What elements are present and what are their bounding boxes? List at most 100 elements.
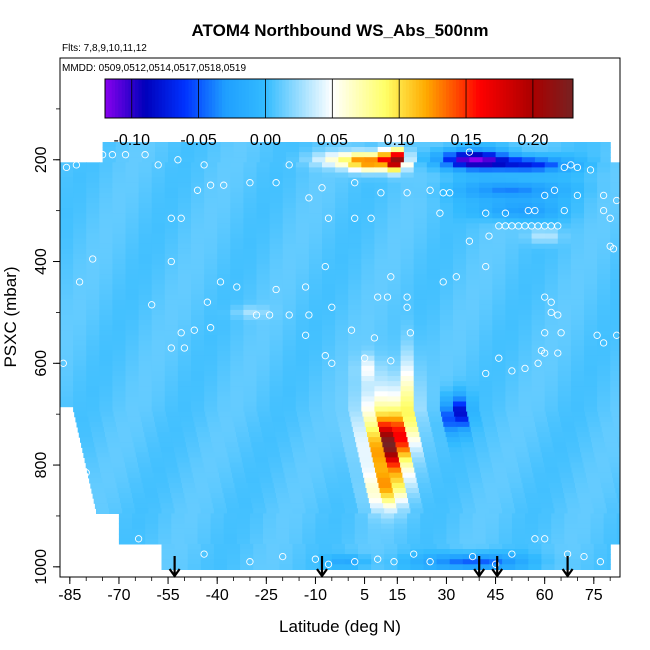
heat-cell [505,182,520,189]
heat-cell [164,340,179,347]
heat-cell [102,147,117,153]
heat-cell [479,274,493,280]
heat-cell [191,315,205,321]
heat-cell [86,274,100,280]
heat-cell [374,218,389,224]
heat-cell [335,360,349,367]
heat-cell [125,264,140,270]
heat-cell [557,208,572,214]
heat-cell [446,538,461,545]
heat-cell [570,370,585,377]
heat-cell [264,498,278,504]
heat-cell [269,330,284,336]
heat-cell [466,294,480,301]
heat-cell [570,197,585,204]
heat-cell [256,197,271,204]
heat-cell [73,386,87,392]
heat-cell [269,376,284,382]
heat-cell [256,243,271,250]
heat-cell [482,421,497,428]
heat-cell [263,538,277,545]
heat-cell [282,284,297,291]
heat-cell [534,142,549,148]
heat-cell [519,467,533,474]
heat-cell [338,421,353,428]
heat-cell [355,498,370,504]
heat-cell [99,294,113,301]
heat-cell [269,243,284,250]
heat-cell [570,238,585,245]
heat-cell [400,350,415,357]
heat-cell [361,279,375,285]
heat-cell [439,299,454,306]
heat-cell [458,432,473,438]
heat-cell [73,233,87,240]
sample-marker [75,278,84,286]
heat-cell [597,320,611,326]
heat-cell [191,340,205,347]
heat-cell [443,142,457,148]
heat-cell [73,355,87,362]
sample-marker [501,209,510,217]
heat-cell [368,437,382,443]
heat-cell [174,564,189,570]
heat-cell [610,309,620,316]
heat-cell [525,518,539,525]
heat-cell [151,386,166,392]
heat-cell [401,411,416,418]
heat-cell [492,315,506,321]
heat-cell [375,411,390,418]
heat-cell [217,197,231,204]
heat-cell [223,533,238,540]
heat-cell [292,559,307,565]
heat-cell [348,228,362,235]
heat-cell [557,381,572,387]
heat-cell [584,335,598,341]
heat-cell [400,355,415,362]
heat-cell [535,482,550,489]
heat-cell [322,345,336,352]
heat-cell [230,284,244,291]
heat-cell [335,177,349,184]
heat-cell [597,401,611,408]
heat-cell [387,192,402,199]
heat-cell [301,432,316,438]
heat-cell [308,355,323,362]
heat-cell [409,503,423,509]
heat-cell [151,279,166,285]
heat-cell [335,299,349,306]
heat-cell [344,549,359,555]
heat-cell [217,325,231,331]
heat-cell [361,167,375,174]
heat-cell [407,493,421,499]
colorbar-segment [302,79,307,118]
heat-cell [439,340,454,347]
heat-cell [503,457,518,464]
heat-cell [112,208,127,214]
heat-cell [99,264,113,270]
heat-cell [115,142,130,148]
heat-cell [570,162,585,168]
heat-cell [253,543,267,550]
heat-cell [420,528,434,535]
heat-cell [259,142,274,148]
heat-cell [505,197,520,204]
heat-cell [322,370,336,377]
heat-cell [564,513,578,520]
heat-cell [400,253,415,260]
heat-cell [170,432,185,438]
heat-cell [413,192,428,199]
heat-cell [408,442,423,448]
heat-cell [99,172,113,179]
heat-cell [202,457,217,464]
heat-cell [361,259,375,265]
heat-cell [479,253,493,260]
heat-cell [311,416,325,423]
heat-cell [269,396,284,403]
heat-cell [147,447,162,453]
heat-cell [467,472,482,479]
heat-cell [335,294,349,301]
heat-cell [531,228,546,235]
heat-cell [308,294,323,301]
heat-cell [544,218,559,224]
